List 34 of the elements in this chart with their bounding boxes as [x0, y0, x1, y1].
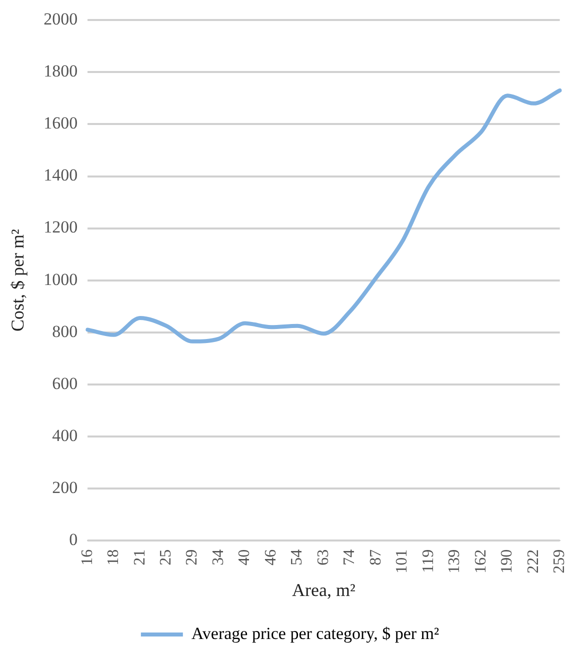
x-tick-label: 222 [524, 549, 542, 574]
x-axis-title: Area, m² [292, 580, 356, 600]
x-tick-label: 34 [210, 549, 227, 566]
y-tick-label: 200 [52, 478, 78, 497]
y-tick-label: 0 [69, 530, 78, 549]
x-tick-label: 190 [498, 549, 516, 574]
x-tick-label: 46 [262, 549, 280, 566]
y-tick-label: 2000 [44, 10, 78, 29]
y-tick-label: 1600 [44, 114, 78, 133]
x-tick-label: 18 [105, 549, 122, 566]
y-tick-label: 400 [52, 426, 78, 445]
x-tick-label: 25 [158, 549, 175, 566]
y-tick-label: 1400 [44, 166, 78, 185]
y-tick-label: 1000 [44, 270, 78, 289]
y-axis-title: Cost, $ per m² [8, 229, 28, 332]
y-tick-label: 1200 [44, 218, 78, 237]
x-tick-label: 139 [446, 549, 464, 574]
x-tick-label: 87 [367, 549, 384, 566]
x-tick-label: 21 [131, 549, 148, 566]
x-tick-label: 119 [420, 549, 437, 573]
line-series [86, 88, 562, 344]
x-tick-label: 74 [341, 549, 358, 566]
x-tick-label: 101 [394, 549, 411, 574]
x-tick-label: 29 [184, 549, 201, 566]
y-tick-label: 600 [52, 374, 78, 393]
x-tick-label: 162 [472, 549, 490, 574]
y-tick-label: 800 [52, 322, 78, 341]
x-tick-label: 40 [236, 549, 254, 566]
x-tick-label: 259 [551, 549, 568, 574]
x-tick-label: 63 [314, 549, 332, 566]
x-tick-label: 54 [288, 549, 306, 566]
y-tick-label: 1800 [44, 62, 78, 81]
x-tick-label: 16 [78, 549, 96, 566]
legend-label: Average price per category, $ per m² [191, 624, 440, 643]
